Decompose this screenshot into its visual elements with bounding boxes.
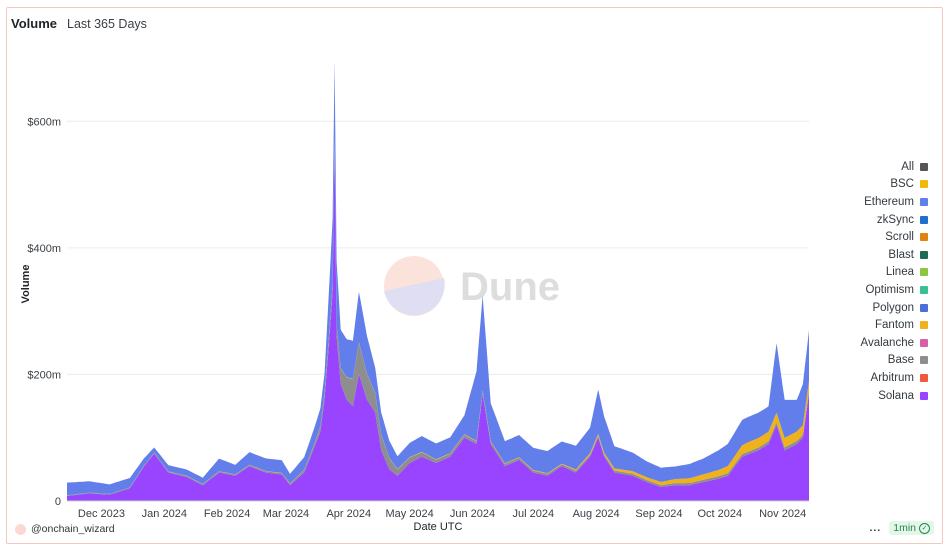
legend-label: Polygon — [872, 301, 914, 314]
footer-actions: ... 1min ✓ — [869, 521, 934, 535]
author-tag[interactable]: @onchain_wizard — [15, 523, 115, 535]
legend-swatch — [920, 321, 928, 330]
legend-label: zkSync — [876, 213, 914, 226]
legend-item-solana[interactable]: Solana — [861, 387, 928, 405]
legend-swatch — [920, 303, 928, 312]
legend-label: Base — [887, 354, 914, 367]
legend-swatch — [920, 162, 928, 171]
legend-swatch — [920, 338, 928, 347]
legend-item-avalanche[interactable]: Avalanche — [860, 334, 928, 352]
x-tick-label: Sep 2024 — [635, 508, 682, 520]
y-axis-label: Volume — [20, 265, 32, 304]
legend-label: BSC — [890, 178, 914, 191]
legend-label: All — [901, 160, 914, 173]
legend-swatch — [920, 180, 928, 189]
chart-card: Volume Last 365 Days Dune 0 $200m $400m $60… — [6, 7, 943, 544]
legend-swatch — [920, 233, 928, 242]
legend-swatch — [920, 250, 928, 259]
legend-label: Optimism — [865, 283, 914, 296]
legend-label: Avalanche — [860, 336, 915, 349]
x-tick-label: Mar 2024 — [263, 508, 309, 520]
x-tick-label: Nov 2024 — [759, 508, 806, 520]
more-options-button[interactable]: ... — [869, 522, 882, 534]
avatar — [15, 523, 26, 535]
legend-swatch — [920, 356, 928, 365]
legend-item-fantom[interactable]: Fantom — [861, 316, 928, 334]
refresh-interval: 1min — [893, 522, 916, 534]
legend-item-linea[interactable]: Linea — [861, 264, 928, 282]
y-tick-label: 0 — [55, 496, 61, 508]
legend-item-polygon[interactable]: Polygon — [861, 299, 928, 317]
legend-swatch — [920, 391, 928, 400]
legend-label: Scroll — [885, 231, 914, 244]
legend-swatch — [920, 285, 928, 294]
chart-subtitle: Last 365 Days — [67, 17, 147, 31]
y-tick-label: $400m — [27, 243, 61, 255]
dune-watermark: Dune — [384, 256, 560, 316]
legend-swatch — [920, 197, 928, 206]
x-tick-label: Feb 2024 — [204, 508, 250, 520]
x-tick-label: Apr 2024 — [326, 508, 371, 520]
x-tick-label: May 2024 — [385, 508, 433, 520]
dune-logo-shade — [384, 278, 445, 316]
chart-legend: All BSC Ethereum zkSync Scroll Blast Linea Opti… — [860, 158, 928, 405]
chart-title: Volume — [11, 16, 57, 31]
y-tick-label: $200m — [27, 369, 61, 381]
series-areas — [67, 60, 809, 501]
legend-label: Arbitrum — [870, 371, 914, 384]
y-tick-label: $600m — [27, 116, 61, 128]
legend-swatch — [920, 215, 928, 224]
chart-header: Volume Last 365 Days — [11, 16, 147, 31]
legend-item-ethereum[interactable]: Ethereum — [861, 193, 928, 211]
area-base[interactable] — [67, 137, 809, 496]
legend-item-optimism[interactable]: Optimism — [861, 281, 928, 299]
legend-item-zksync[interactable]: zkSync — [861, 211, 928, 229]
x-tick-label: Aug 2024 — [573, 508, 620, 520]
x-tick-label: Jul 2024 — [512, 508, 554, 520]
legend-label: Ethereum — [864, 195, 914, 208]
legend-item-all[interactable]: All — [861, 158, 928, 176]
legend-item-scroll[interactable]: Scroll — [861, 228, 928, 246]
x-axis-label: Date UTC — [414, 521, 463, 533]
grid-lines — [67, 120, 809, 375]
legend-label: Fantom — [875, 319, 914, 332]
x-axis: Dec 2023 Jan 2024 Feb 2024 Mar 2024 Apr 2024… — [67, 500, 809, 520]
legend-item-arbitrum[interactable]: Arbitrum — [861, 369, 928, 387]
legend-label: Solana — [878, 389, 914, 402]
y-axis: 0 $200m $400m $600m — [27, 116, 61, 508]
area-ethereum[interactable] — [67, 60, 809, 496]
legend-swatch — [920, 268, 928, 277]
x-tick-label: Oct 2024 — [697, 508, 742, 520]
refresh-badge[interactable]: 1min ✓ — [889, 521, 934, 535]
x-tick-label: Jan 2024 — [142, 508, 187, 520]
legend-item-bsc[interactable]: BSC — [861, 176, 928, 194]
check-icon: ✓ — [919, 522, 930, 534]
watermark-text: Dune — [460, 265, 560, 309]
legend-item-blast[interactable]: Blast — [861, 246, 928, 264]
x-tick-label: Jun 2024 — [450, 508, 495, 520]
area-fantom[interactable] — [67, 136, 809, 496]
legend-item-base[interactable]: Base — [861, 352, 928, 370]
volume-area-chart: Dune 0 $200m $400m $600m Dec 2023 Jan 2024 Fe… — [20, 60, 809, 533]
author-name: @onchain_wizard — [31, 523, 115, 535]
legend-label: Linea — [885, 266, 914, 279]
legend-swatch — [920, 373, 928, 382]
x-tick-label: Dec 2023 — [78, 508, 125, 520]
legend-label: Blast — [888, 248, 914, 261]
